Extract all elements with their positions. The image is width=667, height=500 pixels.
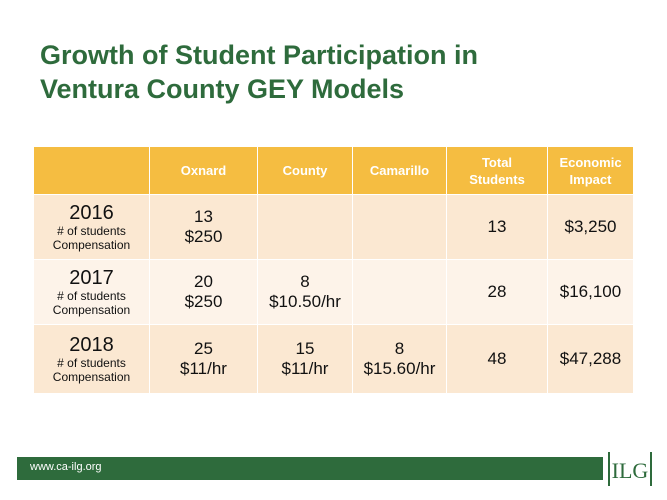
county-cell: 15 $11/hr <box>257 324 353 394</box>
header-line: Impact <box>569 171 612 187</box>
year-cell: 2016 # of students Compensation <box>33 194 150 260</box>
camarillo-compensation: $15.60/hr <box>363 359 436 378</box>
year-label: 2017 <box>69 267 114 289</box>
header-oxnard: Oxnard <box>149 146 258 195</box>
footer-url-link[interactable]: www.ca-ilg.org <box>30 461 102 473</box>
total-cell: 48 <box>446 324 548 394</box>
table-row: 2017 # of students Compensation 20 $250 … <box>33 259 634 325</box>
economic-impact: $47,288 <box>559 349 622 368</box>
oxnard-compensation: $11/hr <box>180 359 227 378</box>
ilg-logo: ILG <box>608 452 652 486</box>
compensation-label: Compensation <box>52 303 131 317</box>
oxnard-students: 25 <box>194 339 213 358</box>
impact-cell: $3,250 <box>547 194 634 260</box>
total-students: 13 <box>487 217 507 236</box>
county-cell <box>257 194 353 260</box>
economic-impact: $3,250 <box>564 217 617 236</box>
header-line: Students <box>469 171 525 187</box>
economic-impact: $16,100 <box>559 282 622 301</box>
total-students: 28 <box>487 282 507 301</box>
header-total-text: Total Students <box>447 154 547 188</box>
students-label: # of students <box>57 289 126 303</box>
title-line-2: Ventura County GEY Models <box>40 74 405 104</box>
oxnard-compensation: $250 <box>184 292 223 311</box>
camarillo-students: 8 <box>394 339 405 358</box>
camarillo-cell <box>352 259 447 325</box>
table-row: 2016 # of students Compensation 13 $250 … <box>33 194 634 260</box>
participation-table: Oxnard County Camarillo Total Students Ec… <box>33 146 634 394</box>
year-label: 2016 <box>69 202 114 224</box>
oxnard-compensation: $250 <box>184 227 223 246</box>
oxnard-students: 13 <box>194 207 213 226</box>
oxnard-students: 20 <box>194 272 213 291</box>
impact-cell: $47,288 <box>547 324 634 394</box>
header-line: Economic <box>559 154 622 170</box>
footer-bar: www.ca-ilg.org <box>17 457 603 480</box>
year-cell: 2018 # of students Compensation <box>33 324 150 394</box>
header-blank <box>33 146 150 195</box>
table-header-row: Oxnard County Camarillo Total Students Ec… <box>33 146 634 195</box>
compensation-label: Compensation <box>52 238 131 252</box>
impact-cell: $16,100 <box>547 259 634 325</box>
students-label: # of students <box>57 356 126 370</box>
slide-title: Growth of Student Participation in Ventu… <box>40 38 640 106</box>
county-students: 8 <box>300 272 310 291</box>
header-total-students: Total Students <box>446 146 548 195</box>
year-cell: 2017 # of students Compensation <box>33 259 150 325</box>
oxnard-cell: 13 $250 <box>149 194 258 260</box>
total-cell: 13 <box>446 194 548 260</box>
county-cell: 8 $10.50/hr <box>257 259 353 325</box>
year-label: 2018 <box>69 334 114 356</box>
total-students: 48 <box>487 349 507 368</box>
header-county: County <box>257 146 353 195</box>
oxnard-cell: 20 $250 <box>149 259 258 325</box>
header-impact-text: Economic Impact <box>548 154 633 188</box>
camarillo-cell <box>352 194 447 260</box>
ilg-logo-icon: ILG <box>612 458 649 483</box>
county-students: 15 <box>295 339 315 358</box>
ilg-logo-text: ILG <box>612 458 649 483</box>
header-line: Total <box>481 154 513 170</box>
header-economic-impact: Economic Impact <box>547 146 634 195</box>
oxnard-cell: 25 $11/hr <box>149 324 258 394</box>
county-compensation: $11/hr <box>281 359 329 378</box>
county-compensation: $10.50/hr <box>269 292 341 311</box>
compensation-label: Compensation <box>52 370 131 384</box>
header-camarillo: Camarillo <box>352 146 447 195</box>
students-label: # of students <box>57 224 126 238</box>
title-line-1: Growth of Student Participation in <box>40 40 478 70</box>
total-cell: 28 <box>446 259 548 325</box>
table-row: 2018 # of students Compensation 25 $11/h… <box>33 324 634 394</box>
camarillo-cell: 8 $15.60/hr <box>352 324 447 394</box>
